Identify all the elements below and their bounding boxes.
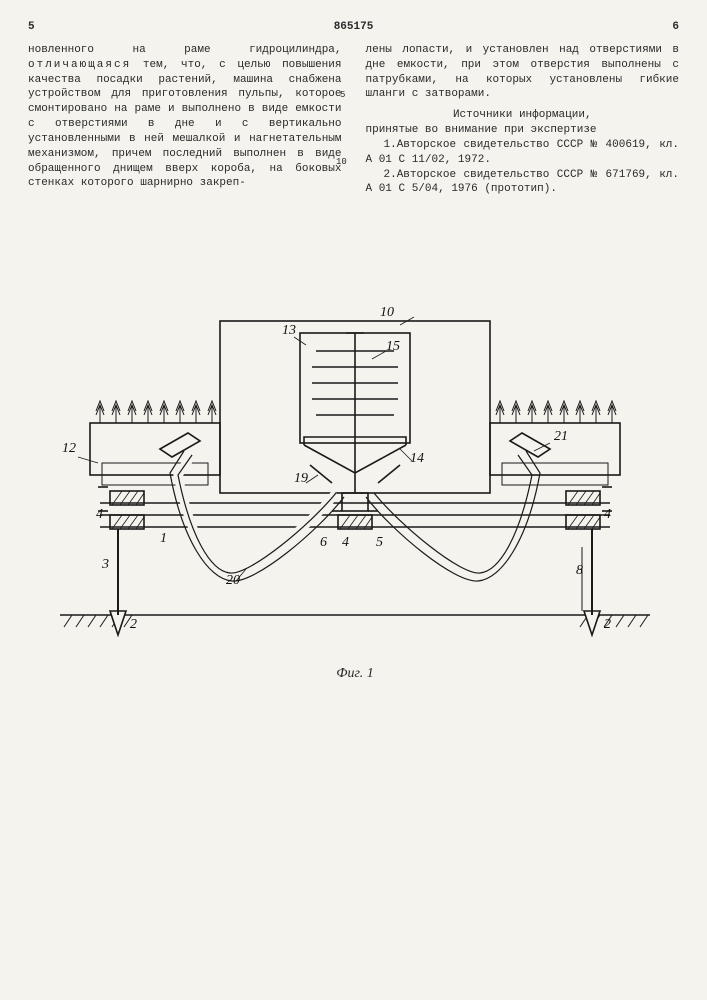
figure-caption: Фиг. 1: [60, 665, 650, 684]
callout-19: 19: [294, 470, 308, 489]
page-number-right: 6: [672, 20, 679, 35]
claim-paragraph: новленного на раме гидроцилиндра, отлича…: [28, 43, 342, 191]
reference-2: 2.Авторское свидетельство СССР № 671769,…: [366, 168, 680, 198]
reference-1: 1.Авторское свидетельство СССР № 400619,…: [366, 138, 680, 168]
callout-4-right: 4: [604, 506, 611, 525]
references-title: Источники информации,: [366, 108, 680, 123]
left-column: новленного на раме гидроцилиндра, отлича…: [28, 43, 342, 197]
figure-1: 10 13 15 14 19 12 21 4 4 4 3 2 2 1 5 6 2…: [60, 310, 650, 680]
callout-2-right: 2: [604, 616, 611, 635]
callout-14: 14: [410, 450, 424, 469]
callout-1: 1: [160, 530, 167, 549]
text-columns: новленного на раме гидроцилиндра, отлича…: [28, 43, 679, 197]
claim-continuation: лены лопасти, и установлен над отверстия…: [366, 43, 680, 102]
callout-5: 5: [376, 534, 383, 553]
callout-8: 8: [576, 562, 583, 581]
line-number-5: 5: [340, 89, 345, 101]
document-number: 865175: [334, 20, 374, 35]
callout-12: 12: [62, 440, 76, 459]
callout-15: 15: [386, 338, 400, 357]
callout-10: 10: [380, 304, 394, 323]
text-fragment: новленного на раме гидроцилиндра,: [28, 44, 342, 56]
callout-3: 3: [102, 556, 109, 575]
figure-svg: [60, 310, 650, 680]
callout-21: 21: [554, 428, 568, 447]
callout-4-left: 4: [96, 506, 103, 525]
text-emphasis: отличающаяся: [28, 59, 131, 71]
right-column: лены лопасти, и установлен над отверстия…: [366, 43, 680, 197]
page-header: 5 865175 6: [28, 20, 679, 35]
callout-6: 6: [320, 534, 327, 553]
page-number-left: 5: [28, 20, 35, 35]
references-subtitle: принятые во внимание при экспертизе: [366, 123, 680, 138]
text-fragment: тем, что, с целью повышения качества пос…: [28, 59, 342, 190]
callout-2-left: 2: [130, 616, 137, 635]
line-number-10: 10: [336, 156, 347, 168]
callout-20: 20: [226, 572, 240, 591]
callout-13: 13: [282, 322, 296, 341]
callout-4-mid: 4: [342, 534, 349, 553]
